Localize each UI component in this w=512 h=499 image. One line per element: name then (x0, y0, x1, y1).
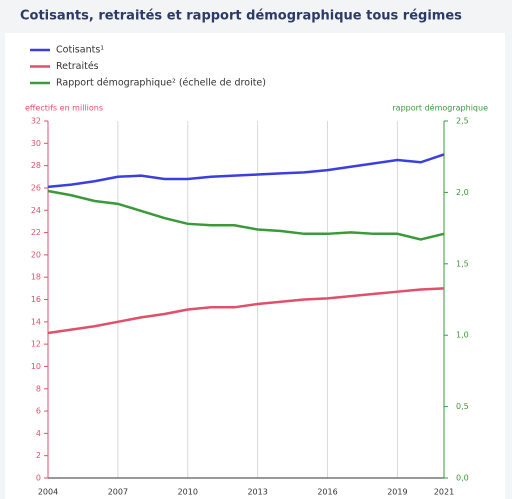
y-tick-label: 26 (31, 183, 41, 192)
y-tick-label: 30 (31, 139, 41, 148)
x-tick-label: 2019 (387, 488, 407, 497)
y2-tick-label: 0,0 (456, 474, 469, 483)
x-tick-label: 2013 (247, 488, 267, 497)
y2-tick-label: 1,0 (456, 331, 469, 340)
y-axis-label: effectifs en millions (25, 104, 103, 113)
y-tick-label: 12 (31, 340, 41, 349)
y-tick-label: 2 (36, 451, 41, 460)
x-tick-label: 2004 (38, 488, 58, 497)
x-tick-label: 2021 (434, 488, 454, 497)
y-tick-label: 24 (31, 206, 41, 215)
y-tick-label: 10 (31, 362, 41, 371)
y-tick-label: 20 (31, 250, 41, 259)
y2-tick-label: 0,5 (456, 402, 469, 411)
y-tick-label: 32 (31, 117, 41, 126)
y2-tick-label: 2,5 (456, 117, 469, 126)
series-line (47, 287, 445, 335)
y2-tick-label: 2,0 (456, 188, 469, 197)
legend-label: Cotisants¹ (56, 45, 104, 56)
y-tick-label: 8 (36, 384, 41, 393)
y2-tick-label: 1,5 (456, 259, 469, 268)
legend-label: Rapport démographique² (échelle de droit… (56, 78, 266, 89)
y-tick-label: 14 (31, 317, 41, 326)
x-tick-label: 2010 (178, 488, 198, 497)
y-tick-label: 4 (36, 429, 41, 438)
y-tick-label: 18 (31, 273, 41, 282)
series-line (47, 189, 445, 241)
card (5, 33, 505, 499)
y-tick-label: 22 (31, 228, 41, 237)
y-tick-label: 16 (31, 295, 41, 304)
legend-label: Retraités (56, 61, 99, 72)
y-tick-label: 0 (36, 474, 41, 483)
y2-axis-label: rapport démographique (392, 103, 488, 113)
x-tick-label: 2016 (317, 488, 337, 497)
y-tick-label: 28 (31, 161, 41, 170)
chart-title: Cotisants, retraités et rapport démograp… (20, 9, 462, 24)
x-tick-label: 2007 (108, 488, 128, 497)
series-line (47, 153, 445, 189)
y-tick-label: 6 (36, 407, 41, 416)
